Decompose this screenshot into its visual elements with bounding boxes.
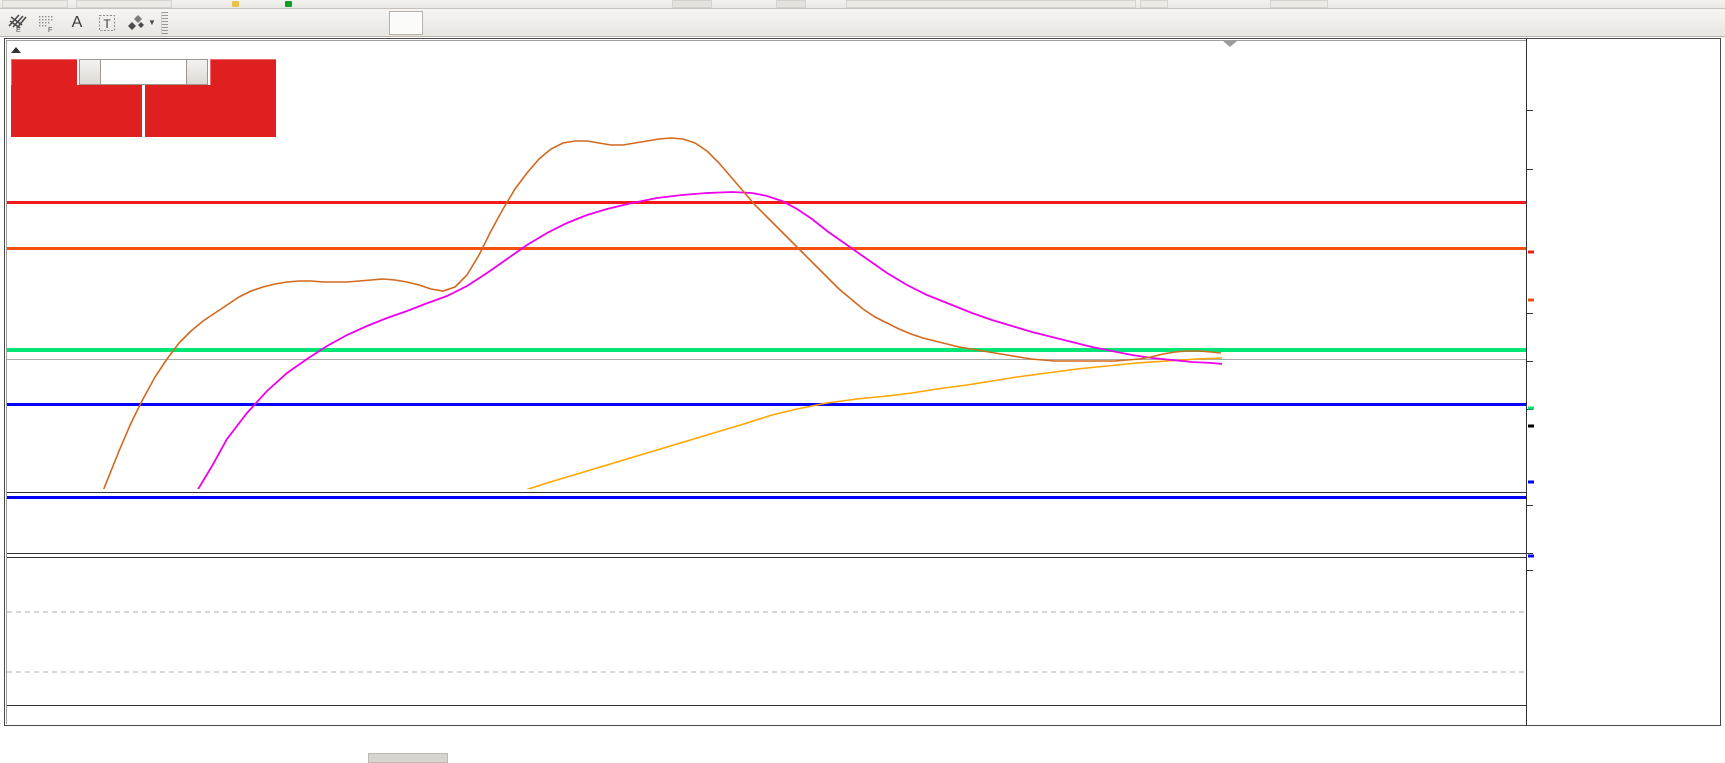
timeframe-w1[interactable] [473,11,507,35]
timeframe-m5[interactable] [221,11,255,35]
svg-text:T: T [103,17,111,31]
rsi-series-svg [7,611,1526,673]
sell-button[interactable] [11,59,77,85]
buy-button[interactable] [210,59,276,85]
indicators-icon[interactable]: E [2,10,32,36]
status-segment [368,753,448,763]
toolbar-grip[interactable] [160,11,168,34]
grid-periods-icon[interactable]: F [32,10,62,36]
macd-series-svg [7,493,1526,554]
toolbar-cell [2,0,68,8]
volume-increase-button[interactable] [186,59,208,85]
price-label-3676[interactable] [1528,406,1534,410]
timeframe-m1[interactable] [179,11,213,35]
rsi-pane[interactable] [7,557,1526,705]
text-object-icon[interactable]: T [92,10,122,36]
volume-decrease-button[interactable] [79,59,101,85]
timeframe-h4[interactable] [388,10,423,35]
chart-window[interactable] [4,38,1721,726]
objects-dropdown-caret-icon[interactable]: ▼ [148,18,156,27]
hline-3866[interactable] [7,247,1526,250]
hline-3348[interactable] [7,496,1526,499]
bid-price-separator [76,130,78,133]
timeframe-m30[interactable] [305,11,339,35]
price-label-3348[interactable] [1528,554,1534,558]
price-axis[interactable] [1526,39,1720,725]
one-click-trading-panel[interactable] [11,59,276,137]
toolbar-cell [1140,0,1168,8]
timeframe-mn[interactable] [515,11,549,35]
price-series-svg [102,137,1223,489]
hline-3524[interactable] [7,403,1526,406]
price-label-last[interactable] [1528,424,1534,428]
toolbar-cell [76,0,172,8]
price-label-3524[interactable] [1528,480,1534,484]
hline-last-price [7,359,1526,360]
toolbar-cell [776,0,806,8]
volume-input[interactable] [101,59,186,85]
timeframe-m15[interactable] [263,11,297,35]
time-axis[interactable] [7,705,1526,725]
autotrading-icon[interactable] [285,1,292,7]
timeframe-h1[interactable] [347,11,381,35]
toolbar-cell [846,0,1136,8]
collapse-triangle-icon[interactable] [11,46,21,53]
status-bar [0,727,1725,763]
objects-icon[interactable] [122,10,152,36]
chart-shift-marker[interactable] [1223,41,1237,47]
toolbar-cell [1270,0,1328,8]
chart-symbol-header [11,42,51,57]
svg-text:E: E [16,27,21,33]
ask-price-separator [210,130,212,133]
hline-3949[interactable] [7,201,1526,204]
chart-toolbar: E F A [0,9,1725,37]
macd-pane[interactable] [7,492,1526,554]
hline-3676[interactable] [7,348,1526,352]
chart-plot-area[interactable] [7,41,1526,725]
toolbar-cell [672,0,712,8]
svg-text:F: F [48,27,52,33]
price-label-3949[interactable] [1528,250,1534,254]
price-pane[interactable] [7,41,1526,499]
ask-price-box[interactable] [145,85,276,137]
price-label-3866[interactable] [1528,298,1534,302]
volume-stepper[interactable] [79,59,208,85]
bid-price-box[interactable] [11,85,142,137]
text-label-icon[interactable]: A [71,13,83,31]
new-order-icon[interactable] [232,1,239,7]
upper-toolbar-strip [0,0,1725,9]
timeframe-d1[interactable] [431,11,465,35]
